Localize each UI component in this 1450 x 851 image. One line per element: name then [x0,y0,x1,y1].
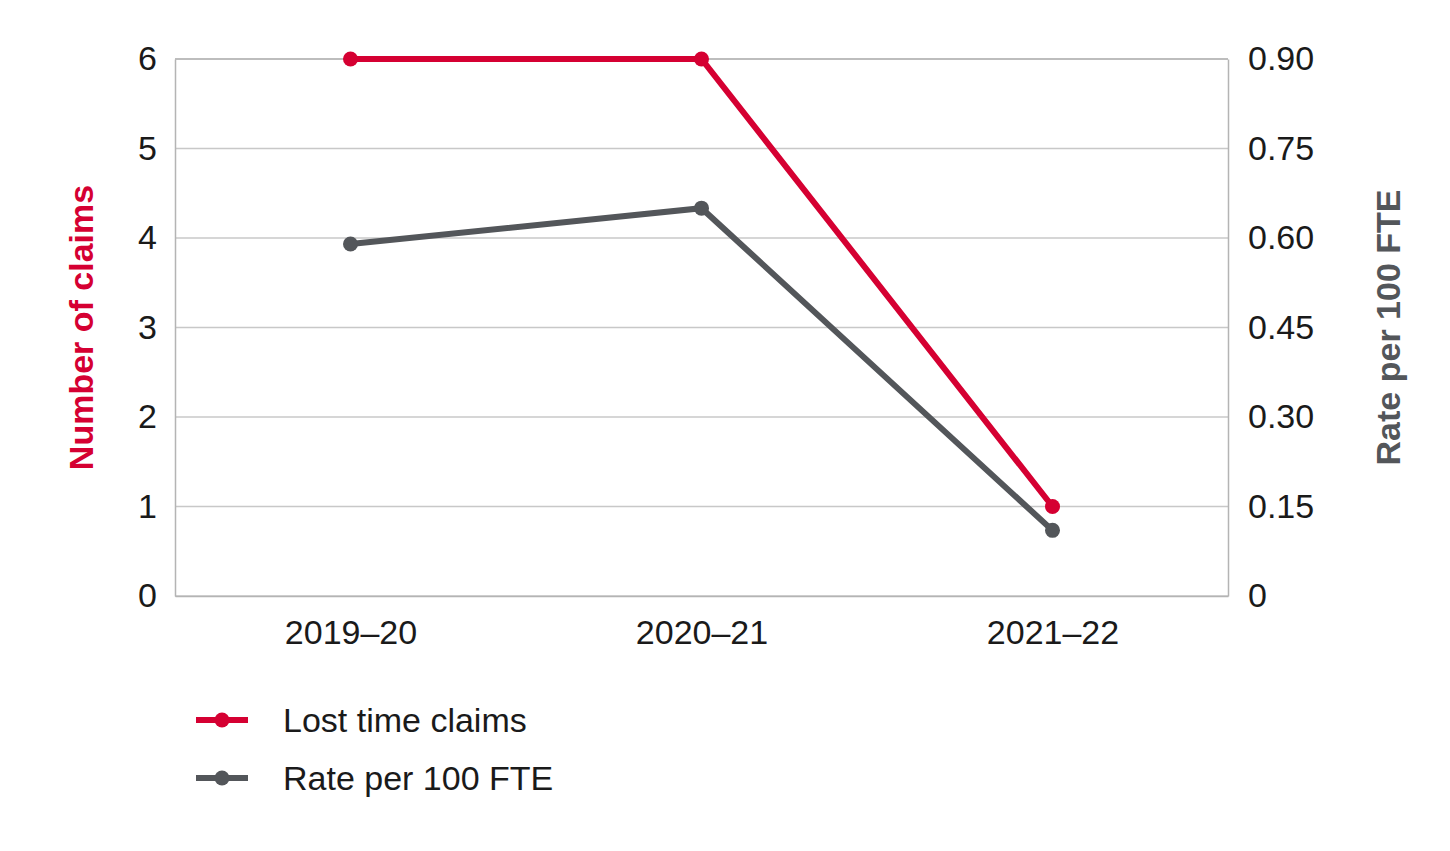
tick: 1 [138,487,175,525]
tick-label: 0.45 [1248,308,1314,346]
x-axis: 2019–20 2020–21 2021–22 [176,596,1229,651]
tick-label: 6 [138,39,157,77]
tick-label: 4 [138,218,157,256]
y-axis: 0 1 2 3 4 5 6 [138,39,175,614]
tick: 0 [138,576,175,614]
y2-axis-title: Rate per 100 FTE [1369,190,1407,466]
series-marker [343,52,358,67]
tick-label: 0 [1248,576,1267,614]
y-axis-title: Number of claims [62,185,100,470]
axis-line [1228,60,1230,597]
tick: 0.90 [1228,39,1314,77]
series-line [351,59,1053,507]
series-marker [343,236,358,251]
series [343,52,1060,515]
tick-label: 0.90 [1248,39,1314,77]
plot-area [343,52,1060,538]
legend: Lost time claims Rate per 100 FTE [196,701,553,797]
tick-label: 2021–22 [987,613,1119,651]
legend-label: Rate per 100 FTE [283,759,553,797]
tick: 2020–21 [636,596,768,651]
tick: 0 [1228,576,1267,614]
tick-label: 2020–21 [636,613,768,651]
chart: 2019–20 2020–21 2021–22 0 1 2 3 4 5 6 0 0.15 0.30 0.4… [0,0,1450,851]
tick-label: 2019–20 [285,613,417,651]
tick: 0.45 [1228,308,1314,346]
tick-label: 0.15 [1248,487,1314,525]
series-marker [1045,499,1060,514]
grid-line [175,327,1228,329]
y2-axis: 0 0.15 0.30 0.45 0.60 0.75 0.90 [1228,39,1314,614]
tick: 0.15 [1228,487,1314,525]
axis-line [175,60,177,597]
grid-line [175,595,1228,597]
tick: 0.75 [1228,129,1314,167]
legend-item: Lost time claims [196,701,527,739]
tick-label: 2 [138,397,157,435]
tick-label: 1 [138,487,157,525]
tick-label: 3 [138,308,157,346]
legend-marker [215,771,230,786]
tick-label: 0 [138,576,157,614]
tick: 6 [138,39,175,77]
legend-marker [215,713,230,728]
legend-label: Lost time claims [283,701,527,739]
tick-label: 0.75 [1248,129,1314,167]
series-line [351,208,1053,530]
series-marker [694,52,709,67]
grid-line [175,416,1228,418]
tick-label: 0.60 [1248,218,1314,256]
tick-label: 0.30 [1248,397,1314,435]
grid-line [175,237,1228,239]
series [343,201,1060,538]
tick: 5 [138,129,175,167]
tick: 2 [138,397,175,435]
grid-line [175,148,1228,150]
tick: 2019–20 [285,596,417,651]
tick: 0.30 [1228,397,1314,435]
tick: 4 [138,218,175,256]
tick: 3 [138,308,175,346]
series-marker [694,201,709,216]
tick: 0.60 [1228,218,1314,256]
grid-line [175,506,1228,508]
axis-line [176,596,1229,598]
tick-label: 5 [138,129,157,167]
tick: 2021–22 [987,596,1119,651]
series-marker [1045,523,1060,538]
legend-item: Rate per 100 FTE [196,759,553,797]
grid [175,59,1228,596]
